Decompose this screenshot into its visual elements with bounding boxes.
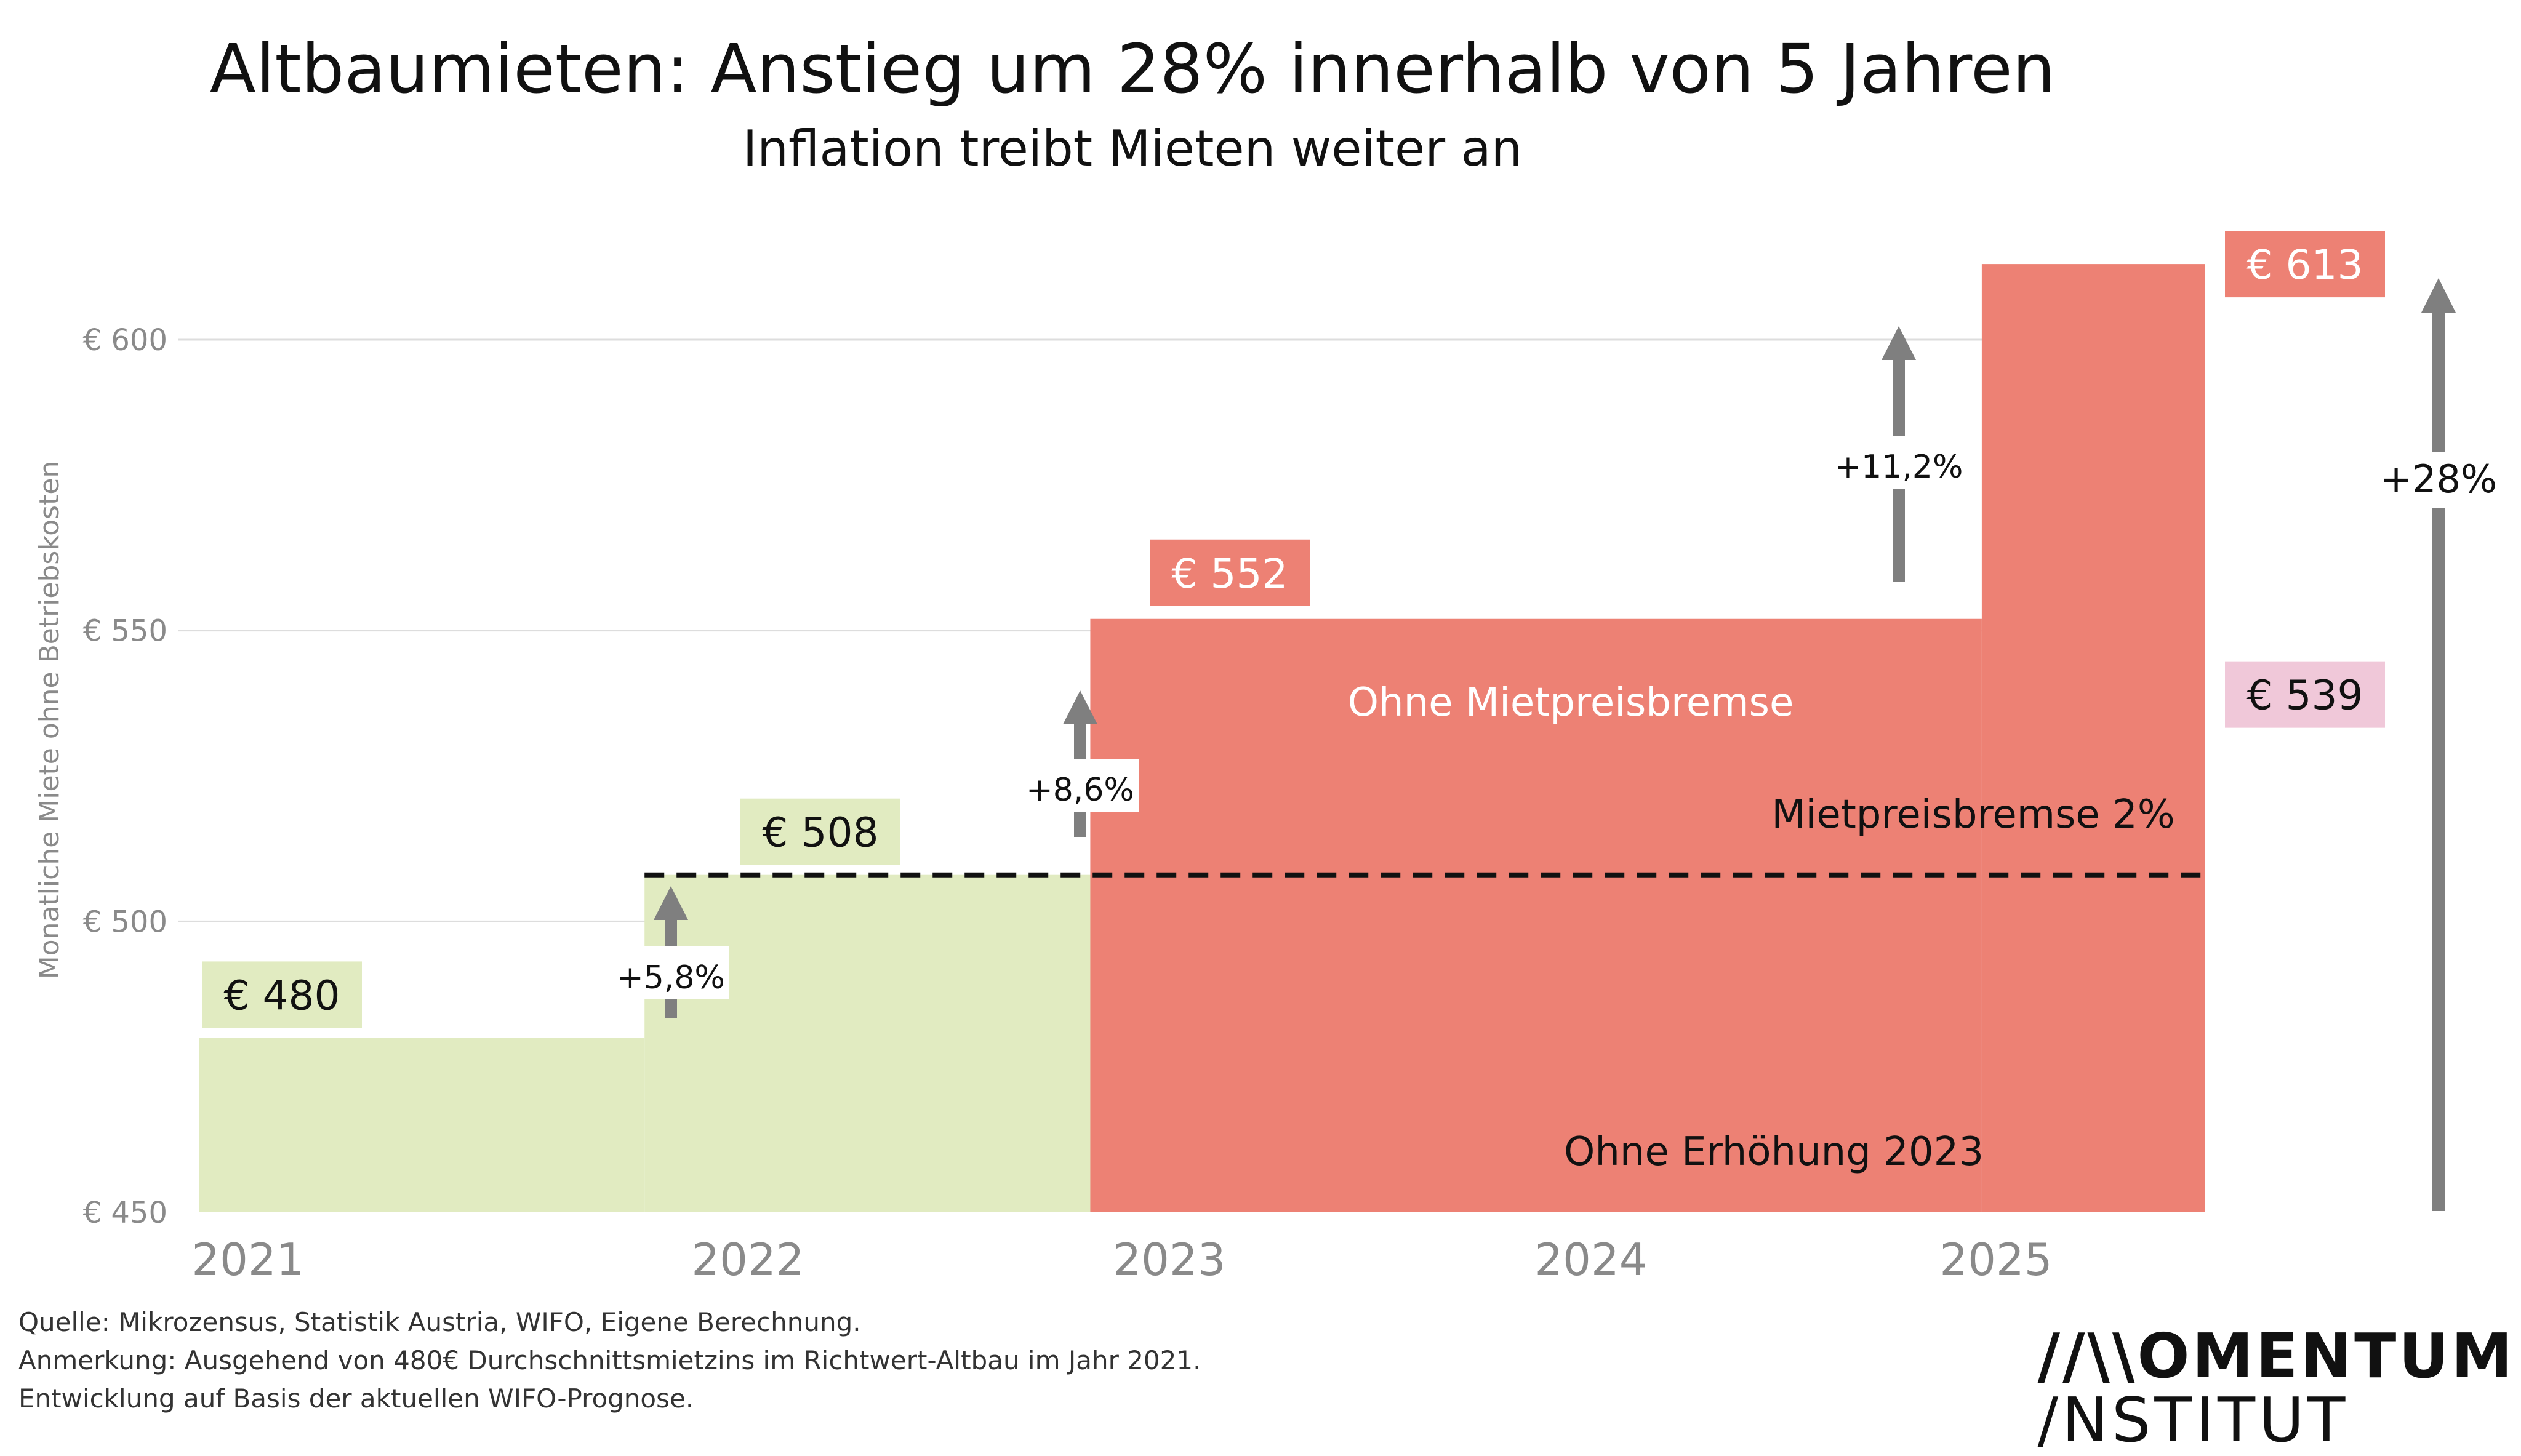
y-tick-label-550: € 550	[83, 614, 167, 649]
value-label-480: € 480	[224, 972, 340, 1019]
x-tick-label-2023: 2023	[1113, 1234, 1225, 1286]
value-label-508: € 508	[763, 809, 879, 857]
y-tick-label-500: € 500	[83, 905, 167, 939]
value-label-box-480	[202, 961, 362, 1028]
change-label-bg-2025	[1840, 436, 1957, 489]
change-arrow-head-2025	[1882, 326, 1916, 360]
logo-line-2: /NSTITUT	[2037, 1384, 2349, 1456]
change-label-2022: +5,8%	[617, 959, 725, 996]
value-label-box-539	[2225, 661, 2385, 728]
value-label-539: € 539	[2247, 672, 2363, 719]
x-tick-label-2025: 2025	[1939, 1234, 2052, 1286]
total-change-label: +28%	[2380, 457, 2497, 502]
series-label-ohne-mietpreisbremse: Ohne Mietpreisbremse	[1348, 680, 1794, 726]
note-line: Anmerkung: Ausgehend von 480€ Durchschni…	[18, 1345, 1201, 1375]
y-axis-label: Monatliche Miete ohne Betriebskosten	[34, 461, 65, 980]
total-arrow-head	[2421, 278, 2456, 313]
series-label-mietpreisbremse: Mietpreisbremse 2%	[1771, 792, 2174, 838]
forecast-line: Entwicklung auf Basis der aktuellen WIFO…	[18, 1383, 694, 1414]
chart-subtitle: Inflation treibt Mieten weiter an	[742, 120, 1523, 177]
area-ohne-mietpreisbremse-1	[1981, 264, 2205, 1212]
source-line: Quelle: Mikrozensus, Statistik Austria, …	[18, 1307, 861, 1337]
area-ohne-erh-hung-2023-0	[199, 1038, 645, 1212]
value-label-613: € 613	[2247, 241, 2363, 289]
total-change-label-bg	[2380, 452, 2497, 508]
change-label-bg-2022	[612, 946, 729, 999]
change-label-2023: +8,6%	[1026, 772, 1134, 809]
value-label-box-508	[740, 798, 900, 865]
x-tick-label-2022: 2022	[691, 1234, 804, 1286]
y-tick-label-450: € 450	[83, 1196, 167, 1230]
logo-line-1: //\\OMENTUM	[2037, 1320, 2515, 1392]
source-notes: Quelle: Mikrozensus, Statistik Austria, …	[18, 1303, 1201, 1418]
change-arrow-head-2022	[654, 886, 688, 920]
value-label-box-552	[1150, 539, 1310, 606]
change-label-2025: +11,2%	[1835, 449, 1963, 486]
value-label-box-613	[2225, 231, 2385, 298]
change-label-bg-2023	[1022, 759, 1139, 812]
area-ohne-mietpreisbremse-0	[1090, 618, 1982, 1212]
series-label-ohne-erhoehung: Ohne Erhöhung 2023	[1564, 1129, 1984, 1175]
x-tick-label-2024: 2024	[1534, 1234, 1647, 1286]
y-tick-label-600: € 600	[83, 323, 167, 358]
value-label-552: € 552	[1172, 550, 1288, 598]
chart-title: Altbaumieten: Anstieg um 28% innerhalb v…	[209, 30, 2056, 108]
x-tick-label-2021: 2021	[191, 1234, 304, 1286]
change-arrow-head-2023	[1063, 690, 1097, 724]
momentum-institut-logo: //\\OMENTUM /NSTITUT	[2037, 1323, 2515, 1451]
